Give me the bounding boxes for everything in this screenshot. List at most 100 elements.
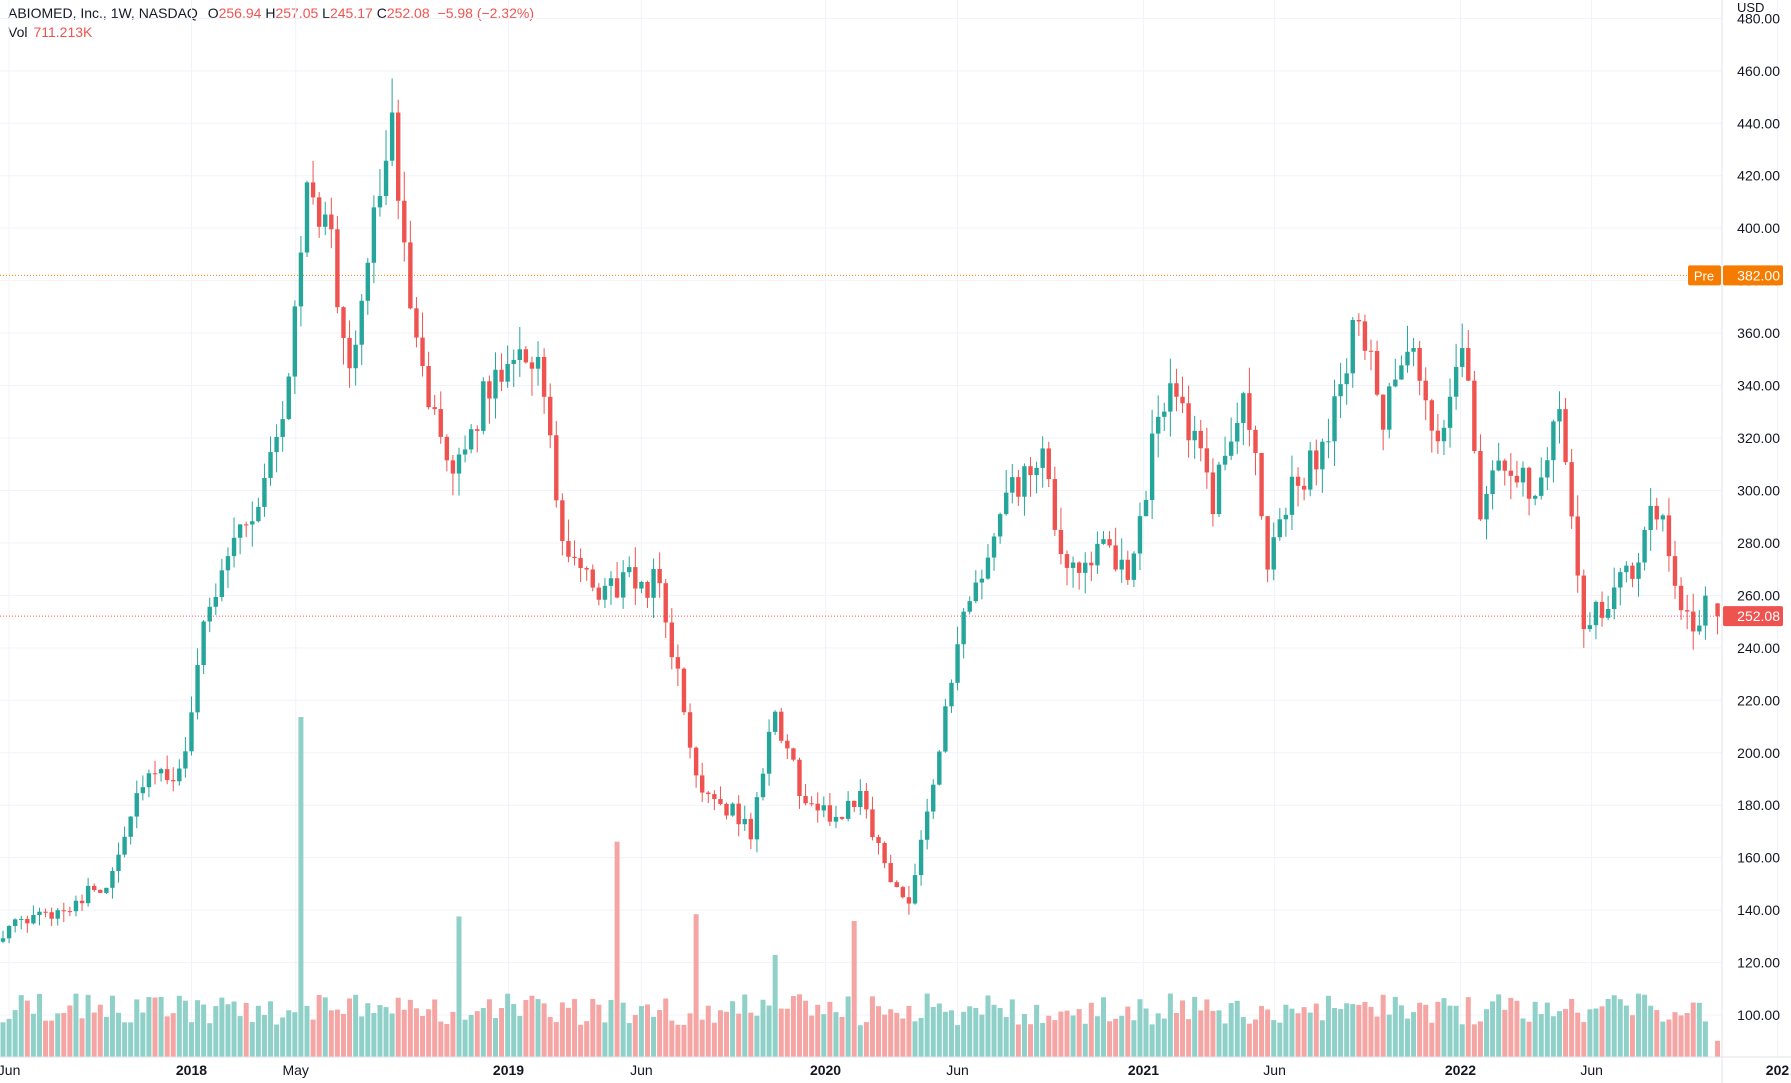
candle-body [754, 797, 760, 840]
candle-body [1192, 430, 1197, 441]
candle-body [1295, 476, 1301, 486]
price-tick-label: 260.00 [1737, 587, 1780, 603]
volume-bar [796, 994, 802, 1057]
candle-body [821, 805, 826, 811]
candle-body [462, 449, 468, 455]
candle-body [529, 362, 535, 369]
volume-bar [146, 997, 152, 1057]
volume-bar [1228, 1003, 1234, 1057]
volume-bar [407, 999, 413, 1057]
volume-bar [1550, 1016, 1556, 1057]
volume-bar [1502, 1009, 1508, 1057]
volume-bar [657, 1010, 663, 1057]
candle-body [669, 622, 674, 658]
candle-body [1131, 553, 1137, 580]
candle-body [949, 682, 954, 707]
volume-bar [523, 1000, 529, 1057]
volume-bar [644, 1004, 650, 1057]
pre-market-badge [1688, 265, 1721, 286]
candle-body [1113, 545, 1118, 570]
candle-body [1308, 450, 1313, 490]
volume-bar [1587, 1009, 1593, 1057]
candle-body [1162, 411, 1167, 417]
volume-bar [274, 1024, 280, 1057]
candle-body [712, 794, 717, 800]
volume-legend: Vol 711.213K [8, 22, 92, 42]
volume-bar [30, 1013, 36, 1057]
volume-bar [632, 1015, 638, 1057]
volume-bar [1271, 1020, 1277, 1057]
volume-bar [219, 997, 225, 1057]
volume-bar [1441, 998, 1447, 1057]
candle-body [1460, 348, 1465, 367]
candle-body [1058, 529, 1064, 555]
volume-bar [231, 1001, 237, 1057]
volume-bar [97, 1004, 103, 1057]
candle-body [43, 911, 48, 913]
candle-body [402, 200, 407, 243]
volume-bar [237, 1016, 243, 1057]
candle-body [37, 911, 42, 915]
volume-bar [383, 1007, 389, 1057]
candle-body [700, 775, 705, 793]
volume-bar [1204, 999, 1210, 1057]
currency-label[interactable]: USD [1737, 0, 1765, 15]
candle-body [1028, 466, 1033, 476]
volume-bar [1107, 1021, 1113, 1057]
candle-body [1168, 383, 1173, 412]
candle-body [389, 112, 395, 161]
candle-body [371, 207, 377, 263]
volume-bar [596, 1004, 602, 1057]
volume-bar [444, 1024, 450, 1057]
candle-body [858, 790, 863, 807]
time-tick-label: 2019 [493, 1062, 524, 1078]
volume-bar [1453, 1005, 1459, 1057]
volume-bar [249, 1022, 255, 1057]
volume-bar [681, 1024, 687, 1057]
volume-bar [803, 1000, 809, 1057]
candle-body [578, 558, 583, 569]
volume-bar [1392, 996, 1398, 1057]
volume-bar [1423, 1004, 1429, 1057]
volume-bar [1508, 997, 1514, 1057]
volume-bar [1672, 1012, 1678, 1057]
volume-bar [602, 1022, 608, 1057]
candle-body [104, 887, 109, 893]
volume-bar [1240, 1017, 1246, 1057]
volume-bar [724, 1011, 730, 1057]
volume-bar [1702, 1021, 1708, 1057]
price-tick-label: 160.00 [1737, 850, 1780, 866]
open-label: O [207, 5, 219, 21]
candle-body [1265, 516, 1270, 570]
candle-body [1222, 455, 1228, 465]
candle-body [396, 112, 401, 201]
volume-bar [1696, 1002, 1702, 1057]
volume-bar [164, 1016, 170, 1057]
volume-bar [1015, 1024, 1021, 1057]
candle-body [122, 836, 127, 855]
candle-body [730, 803, 735, 816]
volume-bar [1100, 997, 1106, 1057]
volume-bar [122, 1022, 128, 1057]
candle-body [426, 366, 431, 408]
candle-body [882, 842, 887, 864]
volume-bar [547, 1016, 553, 1057]
volume-bar [413, 1008, 419, 1057]
volume-bar [450, 1011, 456, 1057]
volume-bar [1447, 1005, 1453, 1057]
candle-body [912, 875, 918, 904]
candle-body [1453, 366, 1459, 397]
candle-body [140, 787, 146, 794]
candle-body [1612, 587, 1617, 609]
volume-bar [766, 1005, 772, 1057]
candle-body [1557, 409, 1562, 422]
candle-body [6, 925, 12, 939]
candle-body [845, 800, 851, 819]
volume-bar [876, 1006, 882, 1057]
volume-bar [462, 1019, 468, 1057]
volume-bar [1556, 1011, 1562, 1057]
candle-body [1514, 475, 1520, 483]
high-value: 257.05 [275, 5, 319, 21]
volume-bar [578, 1024, 584, 1057]
